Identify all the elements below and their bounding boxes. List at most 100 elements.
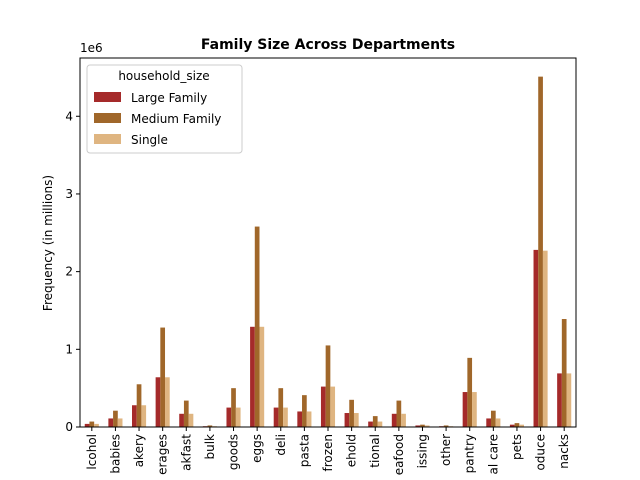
bar-large-family-bakery: [132, 405, 137, 427]
bar-single-international: [377, 421, 383, 427]
bar-single-pantry: [472, 392, 477, 427]
bar-medium-family-bulk: [207, 425, 213, 427]
bar-single-meat-seafood: [401, 413, 406, 427]
bar-single-pets: [519, 424, 524, 427]
bar-single-bakery: [141, 405, 147, 427]
y-tick-label: 2: [65, 265, 73, 279]
bar-large-family-canned-goods: [226, 407, 232, 427]
bar-large-family-breakfast: [179, 413, 184, 427]
legend-title: household_size: [118, 69, 209, 83]
bar-medium-family-pets: [514, 423, 520, 427]
bar-medium-family-babies: [113, 410, 118, 427]
bar-medium-family-personal-care: [490, 410, 496, 427]
bar-single-snacks: [566, 373, 572, 427]
bar-large-family-international: [368, 421, 373, 427]
x-tick-label: babies: [108, 434, 122, 474]
y-tick-label: 3: [65, 187, 73, 201]
chart-title: Family Size Across Departments: [201, 37, 455, 53]
legend-swatch: [94, 92, 121, 102]
legend-label: Single: [131, 133, 168, 147]
bar-large-family-personal-care: [486, 418, 491, 427]
bar-large-family-pets: [509, 424, 515, 427]
bar-large-family-alcohol: [84, 423, 90, 427]
x-tick-label: akfast: [179, 434, 193, 471]
bar-medium-family-bakery: [136, 384, 142, 427]
x-tick-label: frozen: [321, 434, 335, 472]
bar-medium-family-meat-seafood: [396, 400, 402, 427]
bar-medium-family-canned-goods: [231, 388, 236, 427]
bar-single-dry-goods-pasta: [306, 411, 312, 427]
x-tick-label: deli: [274, 434, 288, 456]
x-ticks: lcohol babies akery erages akfast bulk goods eg…: [85, 427, 571, 475]
bar-medium-family-international: [372, 416, 378, 427]
legend: household_size Large Family Medium Family…: [86, 64, 243, 154]
bar-large-family-frozen: [320, 386, 326, 427]
y-ticks: 0 1 2 3 4: [65, 109, 80, 434]
legend-box: [86, 64, 243, 154]
bar-single-canned-goods: [235, 407, 241, 427]
bar-medium-family-dairy-eggs: [254, 226, 260, 427]
bar-medium-family-other: [443, 425, 449, 427]
bar-single-missing: [424, 425, 430, 427]
bar-large-family-household: [344, 413, 350, 427]
bar-large-family-snacks: [557, 373, 562, 427]
bars-group: [84, 76, 572, 427]
x-tick-label: pantry: [463, 434, 477, 473]
legend-label: Medium Family: [131, 112, 221, 126]
bar-medium-family-frozen: [325, 345, 331, 427]
bar-single-deli: [283, 407, 288, 427]
bar-single-breakfast: [188, 413, 194, 427]
bar-single-frozen: [330, 386, 336, 427]
y-axis-label: Frequency (in millions): [41, 175, 55, 311]
bar-large-family-deli: [273, 407, 279, 427]
bar-large-family-beverages: [155, 377, 161, 427]
bar-large-family-meat-seafood: [391, 413, 397, 427]
bar-large-family-babies: [108, 418, 114, 427]
x-tick-label: eggs: [250, 434, 264, 463]
bar-medium-family-deli: [278, 388, 284, 427]
x-tick-label: eafood: [392, 434, 406, 475]
bar-single-produce: [542, 250, 548, 427]
bar-large-family-pantry: [462, 392, 468, 427]
y-tick-label: 4: [65, 109, 73, 123]
x-tick-label: akery: [132, 434, 146, 467]
plot-frame: [79, 57, 577, 428]
bar-medium-family-dry-goods-pasta: [302, 395, 307, 427]
x-tick-label: oduce: [534, 434, 548, 471]
x-tick-label: nacks: [557, 434, 571, 469]
x-tick-label: lcohol: [85, 434, 99, 470]
bar-medium-family-pantry: [467, 357, 473, 427]
legend-label: Large Family: [131, 91, 207, 105]
bar-medium-family-produce: [538, 76, 543, 427]
x-tick-label: ehold: [345, 434, 359, 467]
bar-large-family-missing: [415, 425, 421, 427]
bar-single-dairy-eggs: [259, 326, 265, 427]
x-tick-label: bulk: [203, 434, 217, 460]
bar-single-personal-care: [495, 418, 501, 427]
x-tick-label: tional: [368, 434, 382, 468]
x-tick-label: al care: [486, 434, 500, 475]
x-tick-label: other: [439, 434, 453, 466]
legend-swatch: [94, 113, 121, 123]
bar-medium-family-snacks: [561, 319, 567, 427]
x-tick-label: issing: [415, 434, 429, 468]
bar-single-babies: [117, 418, 123, 427]
bar-medium-family-breakfast: [183, 400, 189, 427]
bar-single-beverages: [165, 377, 170, 427]
legend-swatch: [94, 134, 121, 144]
bar-medium-family-alcohol: [89, 421, 95, 427]
y-scale-label: 1e6: [80, 41, 103, 55]
bar-large-family-dairy-eggs: [250, 326, 255, 427]
bar-single-household: [353, 413, 359, 427]
bar-large-family-produce: [533, 249, 539, 427]
bar-single-alcohol: [94, 423, 99, 427]
x-tick-label: goods: [227, 434, 241, 470]
y-tick-label: 0: [65, 420, 73, 434]
bar-medium-family-beverages: [160, 327, 166, 427]
x-tick-label: pets: [510, 434, 524, 460]
x-tick-label: erages: [156, 434, 170, 475]
bar-medium-family-missing: [420, 424, 425, 427]
bar-medium-family-household: [349, 399, 354, 427]
x-tick-label: pasta: [297, 434, 311, 467]
